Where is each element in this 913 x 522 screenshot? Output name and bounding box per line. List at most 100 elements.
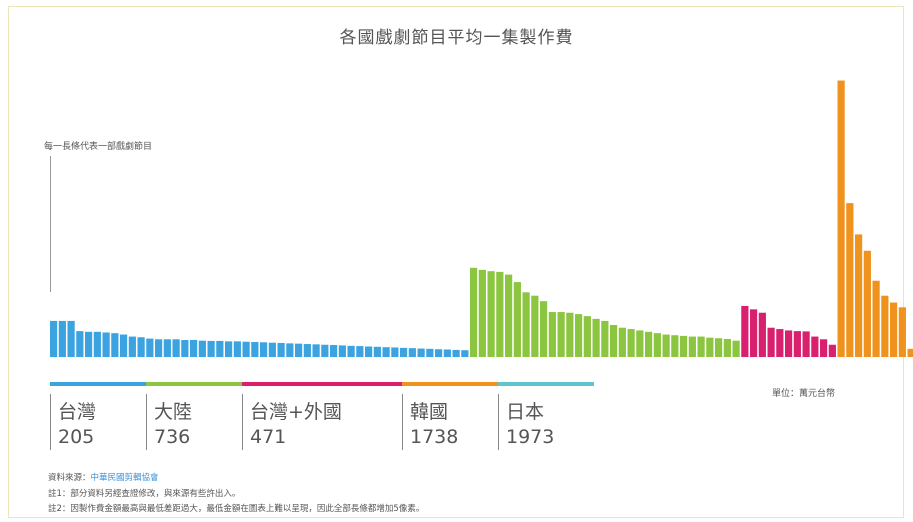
bar-1-24: [680, 335, 688, 357]
bar-0-1: [58, 320, 66, 357]
bar-0-45: [443, 349, 451, 357]
bar-0-22: [242, 341, 250, 357]
bar-1-3: [496, 271, 504, 357]
source-line: 資料來源：中華民國剪輯協會: [48, 471, 159, 483]
bar-1-8: [540, 301, 548, 357]
bar-0-0: [50, 320, 58, 357]
bar-0-6: [102, 332, 110, 357]
bar-3-2: [855, 234, 863, 357]
bar-0-17: [198, 340, 206, 357]
bar-0-23: [251, 342, 259, 357]
bar-0-24: [260, 342, 268, 357]
bar-0-29: [303, 344, 311, 357]
bar-0-32: [330, 345, 338, 357]
bar-2-8: [811, 336, 819, 357]
bar-0-8: [120, 334, 128, 357]
bar-3-3: [863, 250, 871, 357]
bar-1-2: [487, 271, 495, 357]
legend-bar-taiwan-foreign: [242, 382, 402, 386]
bar-1-17: [618, 327, 626, 357]
bar-0-5: [93, 331, 101, 357]
bar-0-20: [225, 341, 233, 357]
bar-0-36: [365, 346, 373, 357]
bar-0-47: [461, 350, 469, 357]
legend-divider: [498, 394, 499, 450]
bar-1-26: [697, 336, 705, 357]
legend-divider: [146, 394, 147, 450]
bar-2-7: [802, 331, 810, 357]
chart-title: 各國戲劇節目平均一集製作費: [339, 28, 574, 48]
bar-0-2: [67, 320, 75, 357]
chart-frame: [8, 6, 904, 518]
bar-1-16: [610, 325, 618, 357]
bar-0-19: [216, 340, 224, 357]
legend-value-taiwan: 205: [58, 426, 95, 448]
legend-divider: [402, 394, 403, 450]
bar-0-35: [356, 346, 364, 357]
bar-0-9: [128, 336, 136, 357]
bar-0-7: [111, 333, 119, 357]
bar-2-1: [750, 309, 758, 357]
bar-1-21: [653, 333, 661, 357]
bar-3-4: [872, 280, 880, 357]
bar-2-6: [793, 331, 801, 357]
bar-1-25: [688, 336, 696, 357]
bar-0-33: [338, 345, 346, 357]
bar-0-11: [146, 338, 154, 357]
bar-0-42: [417, 348, 425, 357]
bar-0-26: [277, 342, 285, 357]
bar-3-6: [890, 302, 898, 357]
bar-0-21: [233, 341, 241, 357]
annotation-line: [50, 156, 51, 292]
legend-divider: [50, 394, 51, 450]
bar-0-37: [373, 346, 381, 357]
bar-1-29: [723, 339, 731, 357]
legend-value-korea: 1738: [410, 426, 459, 448]
legend-divider: [242, 394, 243, 450]
legend-name-korea: 韓國: [410, 401, 449, 423]
bar-1-30: [732, 340, 740, 357]
bar-0-3: [76, 331, 84, 357]
bar-1-15: [601, 320, 609, 357]
bar-1-5: [513, 282, 521, 357]
bar-1-6: [522, 292, 530, 357]
bar-2-2: [758, 312, 766, 357]
legend-value-japan: 1973: [506, 426, 555, 448]
bar-0-38: [382, 347, 390, 357]
bar-1-20: [645, 331, 653, 357]
bar-0-34: [347, 345, 355, 357]
bar-0-18: [207, 340, 215, 357]
bar-0-39: [391, 347, 399, 357]
bar-1-18: [627, 329, 635, 357]
legend-name-taiwan-foreign: 台灣+外國: [250, 401, 342, 423]
legend-bar-china: [146, 382, 242, 386]
legend-bar-taiwan: [50, 382, 146, 386]
bar-1-9: [548, 312, 556, 357]
bar-1-11: [566, 312, 574, 357]
legend-name-china: 大陸: [154, 401, 193, 423]
bar-2-4: [776, 329, 784, 357]
bar-0-46: [452, 349, 460, 357]
bar-0-28: [295, 343, 303, 357]
bar-0-15: [181, 339, 189, 357]
bar-1-12: [575, 314, 583, 357]
bar-0-13: [163, 339, 171, 357]
bar-2-3: [767, 327, 775, 357]
bar-0-16: [190, 339, 198, 357]
bar-2-10: [828, 344, 836, 357]
bar-0-14: [172, 339, 180, 357]
legend-value-taiwan-foreign: 471: [250, 426, 287, 448]
bar-1-19: [636, 330, 644, 357]
bar-1-1: [478, 269, 486, 357]
bar-0-25: [268, 342, 276, 357]
bar-3-1: [846, 203, 854, 357]
bar-1-4: [505, 274, 513, 357]
bar-1-10: [557, 312, 565, 357]
bar-1-7: [531, 295, 539, 357]
bar-1-23: [671, 335, 679, 357]
bar-0-4: [85, 331, 93, 357]
bar-0-27: [286, 343, 294, 357]
source-link[interactable]: 中華民國剪輯協會: [90, 473, 159, 483]
bar-3-8: [907, 348, 913, 357]
